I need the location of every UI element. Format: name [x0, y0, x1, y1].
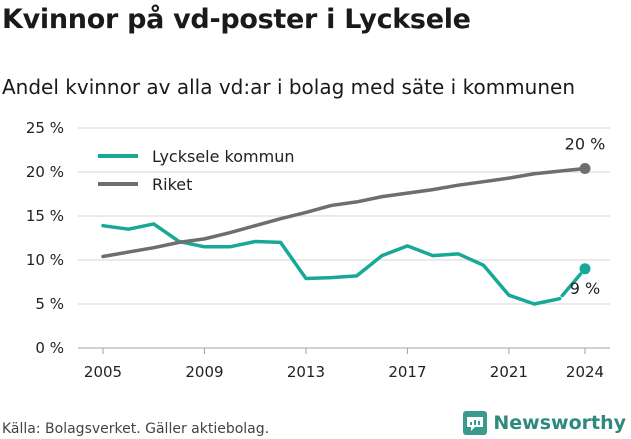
y-tick-label: 15 % — [26, 207, 64, 225]
chart-title: Kvinnor på vd-poster i Lycksele — [2, 4, 471, 35]
y-tick-label: 10 % — [26, 251, 64, 269]
series-line-lycksele — [101, 222, 562, 306]
series-line-riket — [101, 166, 587, 259]
end-label-lycksele: 9 % — [570, 279, 600, 298]
y-tick-label: 0 % — [35, 339, 64, 357]
x-tick-label: 2021 — [490, 363, 528, 381]
x-axis: 2005 2009 2013 2017 2021 2024 — [84, 348, 604, 381]
y-tick-label: 5 % — [35, 295, 64, 313]
y-tick-label: 25 % — [26, 119, 64, 137]
x-tick-label: 2024 — [566, 363, 604, 381]
brand-name: Newsworthy — [493, 412, 626, 434]
y-axis: 0 % 5 % 10 % 15 % 20 % 25 % — [26, 119, 64, 357]
legend-label-lycksele: Lycksele kommun — [152, 147, 294, 166]
series-lines — [101, 162, 591, 306]
end-labels: 20 % 9 % — [565, 134, 606, 297]
legend-label-riket: Riket — [152, 175, 192, 194]
brand: Newsworthy — [463, 408, 626, 438]
y-tick-label: 20 % — [26, 163, 64, 181]
x-tick-label: 2013 — [287, 363, 325, 381]
x-tick-label: 2017 — [388, 363, 426, 381]
chart-subtitle: Andel kvinnor av alla vd:ar i bolag med … — [2, 75, 575, 99]
x-tick-label: 2009 — [185, 363, 223, 381]
legend: Lycksele kommun Riket — [98, 147, 294, 194]
end-label-riket: 20 % — [565, 134, 606, 153]
series-line-end-segment — [560, 272, 583, 298]
x-tick-label: 2005 — [84, 363, 122, 381]
end-point-lycksele — [579, 263, 591, 275]
gridlines — [78, 127, 610, 349]
source-note: Källa: Bolagsverket. Gäller aktiebolag. — [2, 421, 270, 437]
end-point-riket — [579, 162, 591, 174]
newsworthy-logo-icon — [463, 411, 488, 435]
